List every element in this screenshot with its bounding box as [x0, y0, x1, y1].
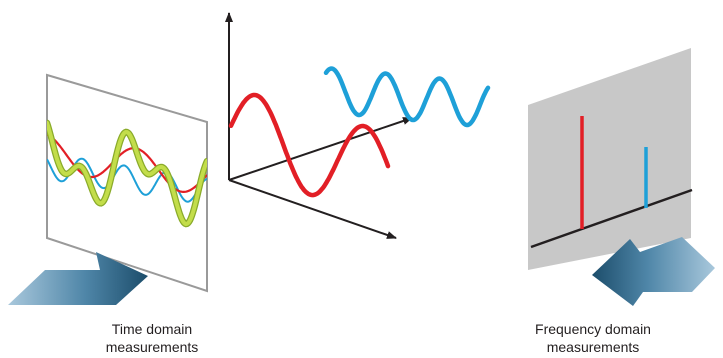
frequency-domain-panel: [528, 48, 693, 270]
time-sum-signal: [47, 120, 207, 227]
time-domain-frame: [46, 73, 208, 293]
axis-time: [228, 179, 397, 239]
frequency-domain-plane: [528, 48, 691, 270]
axis-frequency: [228, 117, 413, 181]
freq-caption-line1: Frequency domain: [535, 321, 651, 337]
blue-signal-3d: [323, 66, 491, 128]
time-caption-line1: Time domain: [111, 321, 193, 337]
frequency-baseline: [530, 188, 693, 249]
time-domain-caption: Time domain measurements: [92, 320, 212, 356]
axes-3d: [225, 12, 413, 239]
frequency-domain-caption: Frequency domain measurements: [508, 320, 678, 356]
time-caption-line2: measurements: [105, 339, 199, 355]
red-signal-3d: [228, 92, 391, 198]
arrow-up-left-icon: [592, 237, 715, 306]
time-domain-panel: [46, 73, 208, 293]
arrow-right-icon: [8, 252, 148, 305]
freq-caption-line2: measurements: [546, 339, 640, 355]
